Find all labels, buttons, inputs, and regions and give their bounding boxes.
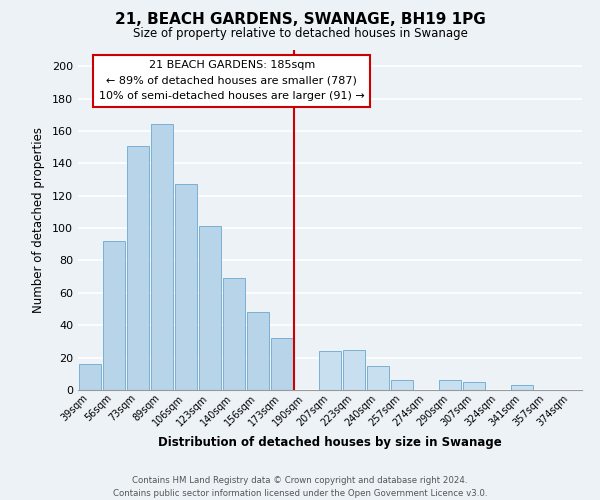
Bar xyxy=(367,366,389,390)
Text: 21, BEACH GARDENS, SWANAGE, BH19 1PG: 21, BEACH GARDENS, SWANAGE, BH19 1PG xyxy=(115,12,485,28)
Bar xyxy=(199,226,221,390)
Bar xyxy=(127,146,149,390)
Text: Contains HM Land Registry data © Crown copyright and database right 2024.
Contai: Contains HM Land Registry data © Crown c… xyxy=(113,476,487,498)
Bar xyxy=(463,382,485,390)
Bar xyxy=(175,184,197,390)
Bar xyxy=(223,278,245,390)
Bar xyxy=(247,312,269,390)
Bar xyxy=(391,380,413,390)
Bar xyxy=(103,241,125,390)
Bar xyxy=(319,351,341,390)
Bar xyxy=(511,385,533,390)
Bar xyxy=(151,124,173,390)
Bar xyxy=(79,364,101,390)
Bar xyxy=(439,380,461,390)
Text: 21 BEACH GARDENS: 185sqm
← 89% of detached houses are smaller (787)
10% of semi-: 21 BEACH GARDENS: 185sqm ← 89% of detach… xyxy=(99,60,365,102)
X-axis label: Distribution of detached houses by size in Swanage: Distribution of detached houses by size … xyxy=(158,436,502,449)
Y-axis label: Number of detached properties: Number of detached properties xyxy=(32,127,45,313)
Bar xyxy=(343,350,365,390)
Text: Size of property relative to detached houses in Swanage: Size of property relative to detached ho… xyxy=(133,28,467,40)
Bar xyxy=(271,338,293,390)
